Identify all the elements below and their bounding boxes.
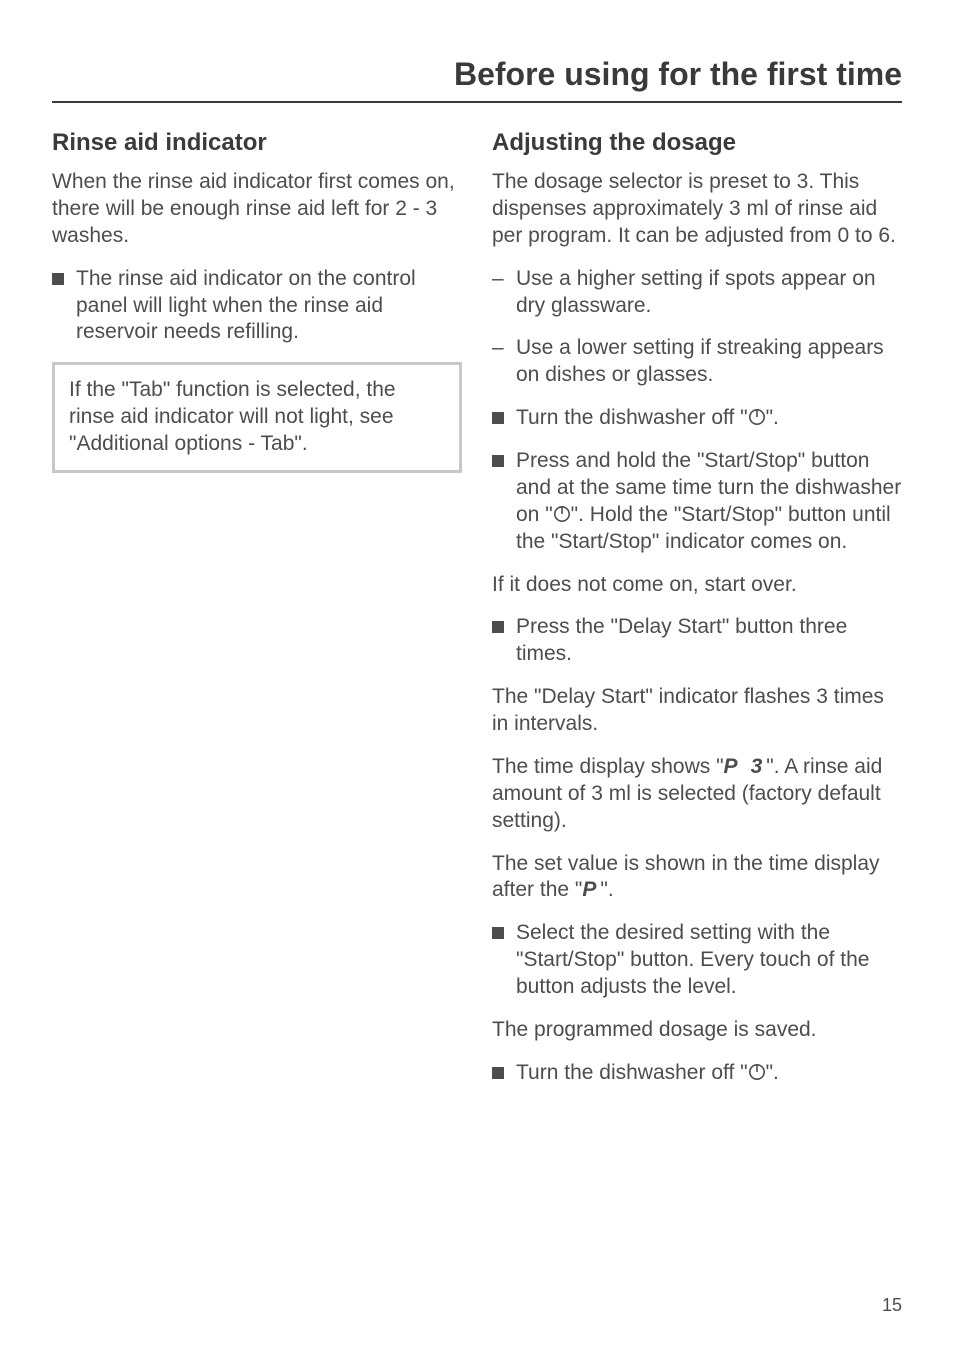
dash-list: Use a higher setting if spots appear on … — [492, 266, 902, 390]
paragraph: If it does not come on, start over. — [492, 572, 902, 599]
right-column: Adjusting the dosage The dosage selector… — [492, 129, 902, 1103]
square-list-2: Press the "Delay Start" button three tim… — [492, 614, 902, 668]
text: ". — [766, 1061, 779, 1084]
page-number: 15 — [882, 1295, 902, 1316]
left-bullet-list: The rinse aid indicator on the control p… — [52, 266, 462, 347]
text: ". — [766, 406, 779, 429]
paragraph: The "Delay Start" indicator flashes 3 ti… — [492, 684, 902, 738]
paragraph: The programmed dosage is saved. — [492, 1017, 902, 1044]
list-item: Press and hold the "Start/Stop" button a… — [492, 448, 902, 556]
two-column-layout: Rinse aid indicator When the rinse aid i… — [52, 129, 902, 1103]
tab-note-box: If the "Tab" function is selected, the r… — [52, 362, 462, 473]
paragraph: The set value is shown in the time displ… — [492, 851, 902, 905]
text: ". — [600, 878, 613, 901]
list-item: Use a higher setting if spots appear on … — [492, 266, 902, 320]
heading-dosage: Adjusting the dosage — [492, 129, 902, 157]
list-item: Turn the dishwasher off " ". — [492, 1060, 902, 1087]
paragraph: The time display shows "P 3". A rinse ai… — [492, 754, 902, 835]
right-intro: The dosage selector is preset to 3. This… — [492, 169, 902, 250]
list-item: Use a lower setting if streaking appears… — [492, 335, 902, 389]
text: Turn the dishwasher off " — [516, 1061, 748, 1084]
text: The time display shows " — [492, 755, 724, 778]
page-title: Before using for the first time — [52, 56, 902, 103]
seven-seg-text: P — [582, 878, 600, 901]
text: Turn the dishwasher off " — [516, 406, 748, 429]
square-list-4: Turn the dishwasher off " ". — [492, 1060, 902, 1087]
power-icon — [748, 1063, 766, 1081]
square-list-1: Turn the dishwasher off " ". Press and ho… — [492, 405, 902, 555]
power-icon — [748, 408, 766, 426]
seven-seg-text: P 3 — [724, 755, 767, 778]
list-item: Turn the dishwasher off " ". — [492, 405, 902, 432]
heading-rinse-aid: Rinse aid indicator — [52, 129, 462, 157]
left-intro: When the rinse aid indicator first comes… — [52, 169, 462, 250]
list-item: Press the "Delay Start" button three tim… — [492, 614, 902, 668]
list-item: The rinse aid indicator on the control p… — [52, 266, 462, 347]
list-item: Select the desired setting with the "Sta… — [492, 920, 902, 1001]
square-list-3: Select the desired setting with the "Sta… — [492, 920, 902, 1001]
power-icon — [553, 505, 571, 523]
left-column: Rinse aid indicator When the rinse aid i… — [52, 129, 462, 1103]
text: ". Hold the "Start/Stop" button until th… — [516, 503, 891, 553]
text: The set value is shown in the time displ… — [492, 852, 880, 902]
